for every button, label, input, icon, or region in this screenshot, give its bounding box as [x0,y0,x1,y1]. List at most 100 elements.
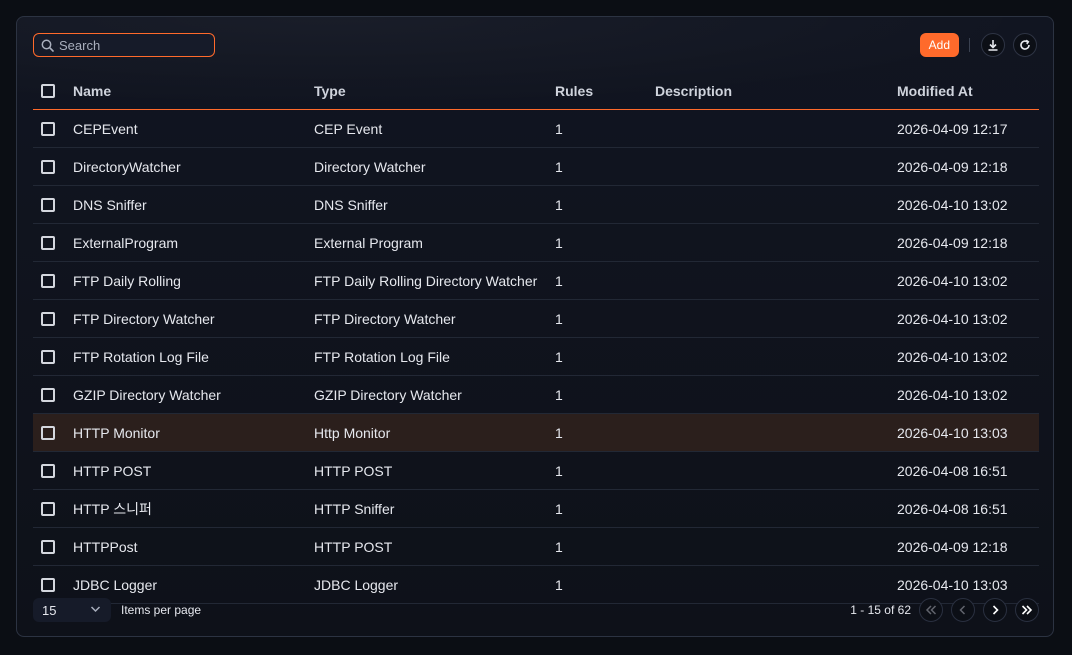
table-row[interactable]: GZIP Directory Watcher GZIP Directory Wat… [33,376,1039,414]
cell-type: HTTP Sniffer [314,500,395,517]
cell-type: External Program [314,234,423,251]
cell-modified-at: 2026-04-09 12:17 [897,120,1008,137]
download-button[interactable] [981,33,1005,57]
cell-name: DirectoryWatcher [73,158,181,175]
table-row[interactable]: HTTP Monitor Http Monitor 1 2026-04-10 13:0… [33,414,1039,452]
page-size-select[interactable]: 15 [33,598,111,622]
cell-name: FTP Daily Rolling [73,272,181,289]
table-row[interactable]: HTTP POST HTTP POST 1 2026-04-08 16:51 [33,452,1039,490]
cell-rules: 1 [555,538,563,555]
data-table: Name Type Rules Description Modified At … [33,72,1039,604]
cell-name: CEPEvent [73,120,138,137]
row-checkbox[interactable] [41,159,55,174]
row-checkbox[interactable] [41,235,55,250]
download-icon [988,40,998,51]
table-row[interactable]: FTP Daily Rolling FTP Daily Rolling Direc… [33,262,1039,300]
column-header-type[interactable]: Type [314,82,346,99]
chevrons-left-icon [925,605,937,615]
cell-name: HTTPPost [73,538,138,555]
row-checkbox[interactable] [41,577,55,592]
cell-name: JDBC Logger [73,576,158,593]
table-row[interactable]: JDBC Logger JDBC Logger 1 2026-04-10 13:03 [33,566,1039,604]
pager-buttons [911,598,1039,622]
search-box[interactable] [33,33,215,57]
cell-type: Http Monitor [314,424,391,441]
row-checkbox[interactable] [41,501,55,516]
cell-modified-at: 2026-04-09 12:18 [897,538,1008,555]
cell-name: FTP Directory Watcher [73,310,215,327]
cell-type: DNS Sniffer [314,196,388,213]
column-header-description[interactable]: Description [655,82,733,99]
toolbar: Add [919,33,1037,57]
column-header-name[interactable]: Name [73,82,112,99]
cell-rules: 1 [555,120,563,137]
table-header-row: Name Type Rules Description Modified At [33,72,1039,110]
cell-rules: 1 [555,462,563,479]
cell-type: FTP Directory Watcher [314,310,456,327]
cell-modified-at: 2026-04-09 12:18 [897,234,1008,251]
search-icon [41,39,54,52]
row-checkbox[interactable] [41,311,55,326]
table-row[interactable]: HTTPPost HTTP POST 1 2026-04-09 12:18 [33,528,1039,566]
next-page-button[interactable] [983,598,1007,622]
row-checkbox[interactable] [41,349,55,364]
previous-page-button[interactable] [951,598,975,622]
cell-rules: 1 [555,158,563,175]
cell-modified-at: 2026-04-09 12:18 [897,158,1008,175]
chevron-left-icon [959,605,966,615]
cell-type: FTP Daily Rolling Directory Watcher [314,272,538,289]
search-input[interactable] [59,37,199,53]
cell-rules: 1 [555,196,563,213]
cell-modified-at: 2026-04-10 13:02 [897,348,1008,365]
cell-rules: 1 [555,500,563,517]
select-all-checkbox[interactable] [41,83,55,98]
first-page-button[interactable] [919,598,943,622]
row-checkbox[interactable] [41,425,55,440]
cell-rules: 1 [555,576,563,593]
table-body: CEPEvent CEP Event 1 2026-04-09 12:17 Direct… [33,110,1039,604]
pagination-range: 1 - 15 of 62 [850,603,911,617]
chevron-down-icon [90,606,101,613]
column-header-rules[interactable]: Rules [555,82,594,99]
cell-name: ExternalProgram [73,234,179,251]
refresh-icon [1020,39,1030,50]
table-row[interactable]: DNS Sniffer DNS Sniffer 1 2026-04-10 13:02 [33,186,1039,224]
table-row[interactable]: CEPEvent CEP Event 1 2026-04-09 12:17 [33,110,1039,148]
row-checkbox[interactable] [41,539,55,554]
last-page-button[interactable] [1015,598,1039,622]
cell-rules: 1 [555,310,563,327]
cell-modified-at: 2026-04-10 13:02 [897,272,1008,289]
cell-type: JDBC Logger [314,576,399,593]
add-button[interactable]: Add [919,33,959,57]
cell-modified-at: 2026-04-10 13:02 [897,386,1008,403]
row-checkbox[interactable] [41,273,55,288]
cell-modified-at: 2026-04-10 13:02 [897,310,1008,327]
cell-modified-at: 2026-04-08 16:51 [897,462,1008,479]
refresh-button[interactable] [1013,33,1037,57]
column-header-modified-at[interactable]: Modified At [897,82,973,99]
row-checkbox[interactable] [41,197,55,212]
cell-type: GZIP Directory Watcher [314,386,462,403]
cell-modified-at: 2026-04-08 16:51 [897,500,1008,517]
table-row[interactable]: FTP Rotation Log File FTP Rotation Log Fi… [33,338,1039,376]
cell-type: HTTP POST [314,462,393,479]
table-row[interactable]: DirectoryWatcher Directory Watcher 1 2026-0… [33,148,1039,186]
chevron-right-icon [992,605,999,615]
table-row[interactable]: ExternalProgram External Program 1 2026-04-… [33,224,1039,262]
cell-modified-at: 2026-04-10 13:03 [897,424,1008,441]
items-per-page-label: Items per page [121,603,202,617]
cell-rules: 1 [555,424,563,441]
row-checkbox[interactable] [41,463,55,478]
cell-name: FTP Rotation Log File [73,348,209,365]
cell-name: HTTP Monitor [73,424,160,441]
toolbar-divider [969,38,970,52]
cell-type: HTTP POST [314,538,393,555]
cell-rules: 1 [555,386,563,403]
row-checkbox[interactable] [41,387,55,402]
row-checkbox[interactable] [41,121,55,136]
table-row[interactable]: FTP Directory Watcher FTP Directory Watch… [33,300,1039,338]
table-row[interactable]: HTTP 스니퍼 HTTP Sniffer 1 2026-04-08 16:51 [33,490,1039,528]
page-size-value: 15 [42,602,57,618]
cell-name: HTTP 스니퍼 [73,500,152,517]
cell-rules: 1 [555,348,563,365]
